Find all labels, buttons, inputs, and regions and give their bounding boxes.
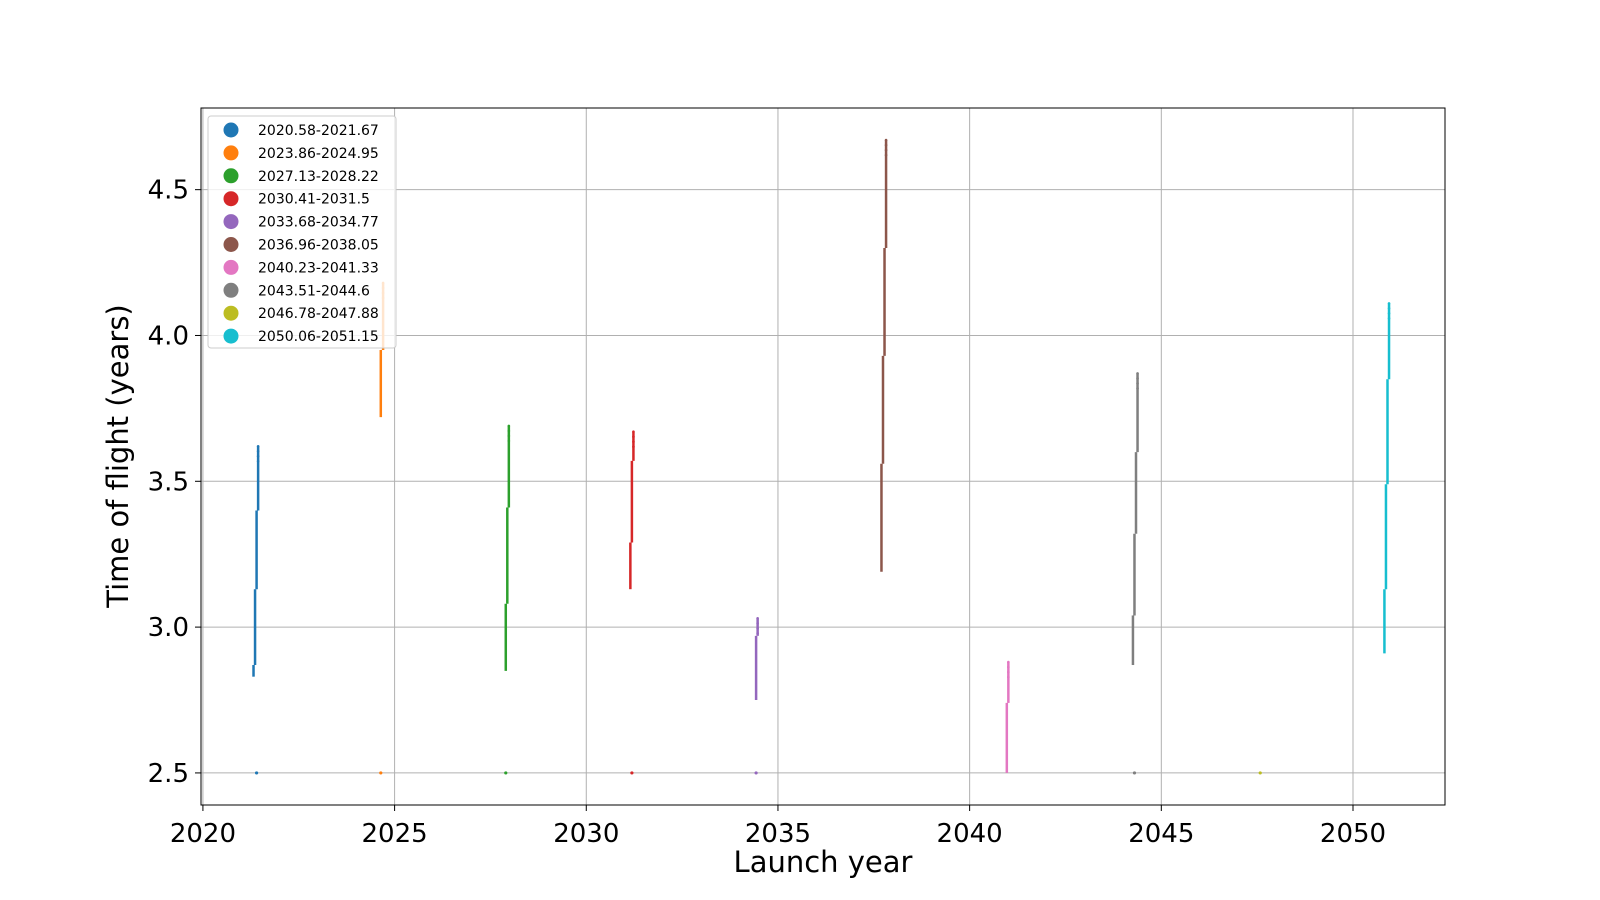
series-6-point: [884, 153, 888, 157]
series-6-point: [884, 138, 888, 142]
series-4-point: [632, 440, 635, 444]
series-8-point: [1136, 377, 1139, 380]
legend-label-2: 2023.86-2024.95: [258, 146, 379, 162]
x-tick-label: 2025: [362, 819, 428, 849]
legend-label-5: 2033.68-2034.77: [258, 215, 379, 231]
x-tick-label: 2035: [745, 819, 811, 849]
x-tick-label: 2050: [1320, 819, 1386, 849]
legend-label-8: 2043.51-2044.6: [258, 283, 370, 299]
series-1-point: [256, 454, 260, 458]
legend-marker-3: [223, 168, 239, 184]
series-5-baseline-point: [754, 771, 758, 775]
series-5-point: [756, 622, 759, 625]
series-3-point: [507, 434, 511, 438]
legend-label-9: 2046.78-2047.88: [258, 306, 379, 322]
data-marks: [252, 138, 1391, 775]
legend-marker-8: [223, 282, 239, 298]
series-10-point: [1387, 317, 1391, 320]
series-3-point: [507, 439, 511, 443]
series-10-point: [1387, 312, 1391, 315]
legend-label-3: 2027.13-2028.22: [258, 169, 379, 185]
series-8-point: [1136, 387, 1139, 390]
legend-label-7: 2040.23-2041.33: [258, 260, 379, 276]
series-3-point: [507, 429, 511, 433]
series-4-point: [632, 430, 635, 434]
legend-marker-10: [223, 328, 239, 344]
series-8-baseline-point: [1132, 771, 1137, 775]
legend-marker-2: [223, 145, 239, 161]
series-7-point: [1007, 670, 1010, 674]
legend-label-6: 2036.96-2038.05: [258, 238, 379, 254]
legend-label-4: 2030.41-2031.5: [258, 192, 370, 208]
series-1-baseline-point: [254, 771, 259, 775]
y-tick-label: 2.5: [148, 759, 189, 789]
series-1-point: [256, 459, 260, 463]
series-6-point: [884, 143, 888, 147]
series-2-baseline-point: [379, 771, 383, 775]
series-10-point: [1387, 302, 1391, 305]
series-5-point: [756, 627, 759, 630]
legend-marker-5: [223, 214, 239, 230]
legend-marker-1: [223, 122, 239, 138]
series-4-point: [632, 445, 635, 449]
x-tick-label: 2040: [937, 819, 1003, 849]
grid: [201, 108, 1445, 805]
series-4-point: [632, 435, 635, 439]
x-tick-label: 2020: [170, 819, 236, 849]
series-3-point: [507, 424, 511, 428]
legend-marker-9: [223, 305, 239, 321]
y-tick-label: 3.5: [148, 467, 189, 497]
series-7-point: [1007, 660, 1010, 664]
y-axis-label: Time of flight (years): [101, 304, 135, 609]
series-9-baseline-point: [1258, 771, 1262, 775]
legend-marker-6: [223, 237, 239, 252]
x-axis-label: Launch year: [734, 845, 913, 879]
series-5-point: [756, 632, 759, 635]
series-5-point: [756, 617, 759, 620]
legend-marker-7: [223, 259, 239, 275]
legend-label-10: 2050.06-2051.15: [258, 329, 379, 345]
series-3-baseline-point: [504, 771, 508, 775]
series-8-point: [1136, 382, 1139, 385]
x-tick-label: 2045: [1128, 819, 1194, 849]
legend-label-1: 2020.58-2021.67: [258, 123, 379, 139]
series-1-point: [256, 449, 260, 453]
plot-frame: [200, 107, 1446, 806]
legend: 2020.58-2021.67 2023.86-2024.95 2027.13-20…: [207, 115, 397, 349]
series-10-point: [1387, 307, 1391, 310]
y-tick-label: 4.0: [148, 321, 189, 351]
legend-marker-4: [223, 191, 239, 207]
legend-frame: [207, 115, 397, 349]
y-tick-label: 4.5: [148, 176, 189, 206]
ticks: 2020 2025 2030 2035 2040 2045 2050 2.5 3.0 3.5 4.0…: [148, 176, 1386, 849]
series-7-point: [1007, 665, 1010, 669]
series-6-point: [884, 148, 888, 152]
series-8-point: [1136, 372, 1139, 375]
y-tick-label: 3.0: [148, 613, 189, 643]
x-tick-label: 2030: [553, 819, 619, 849]
series-1-point: [256, 444, 260, 448]
series-7-point: [1007, 675, 1010, 679]
series-4-baseline-point: [630, 771, 634, 775]
